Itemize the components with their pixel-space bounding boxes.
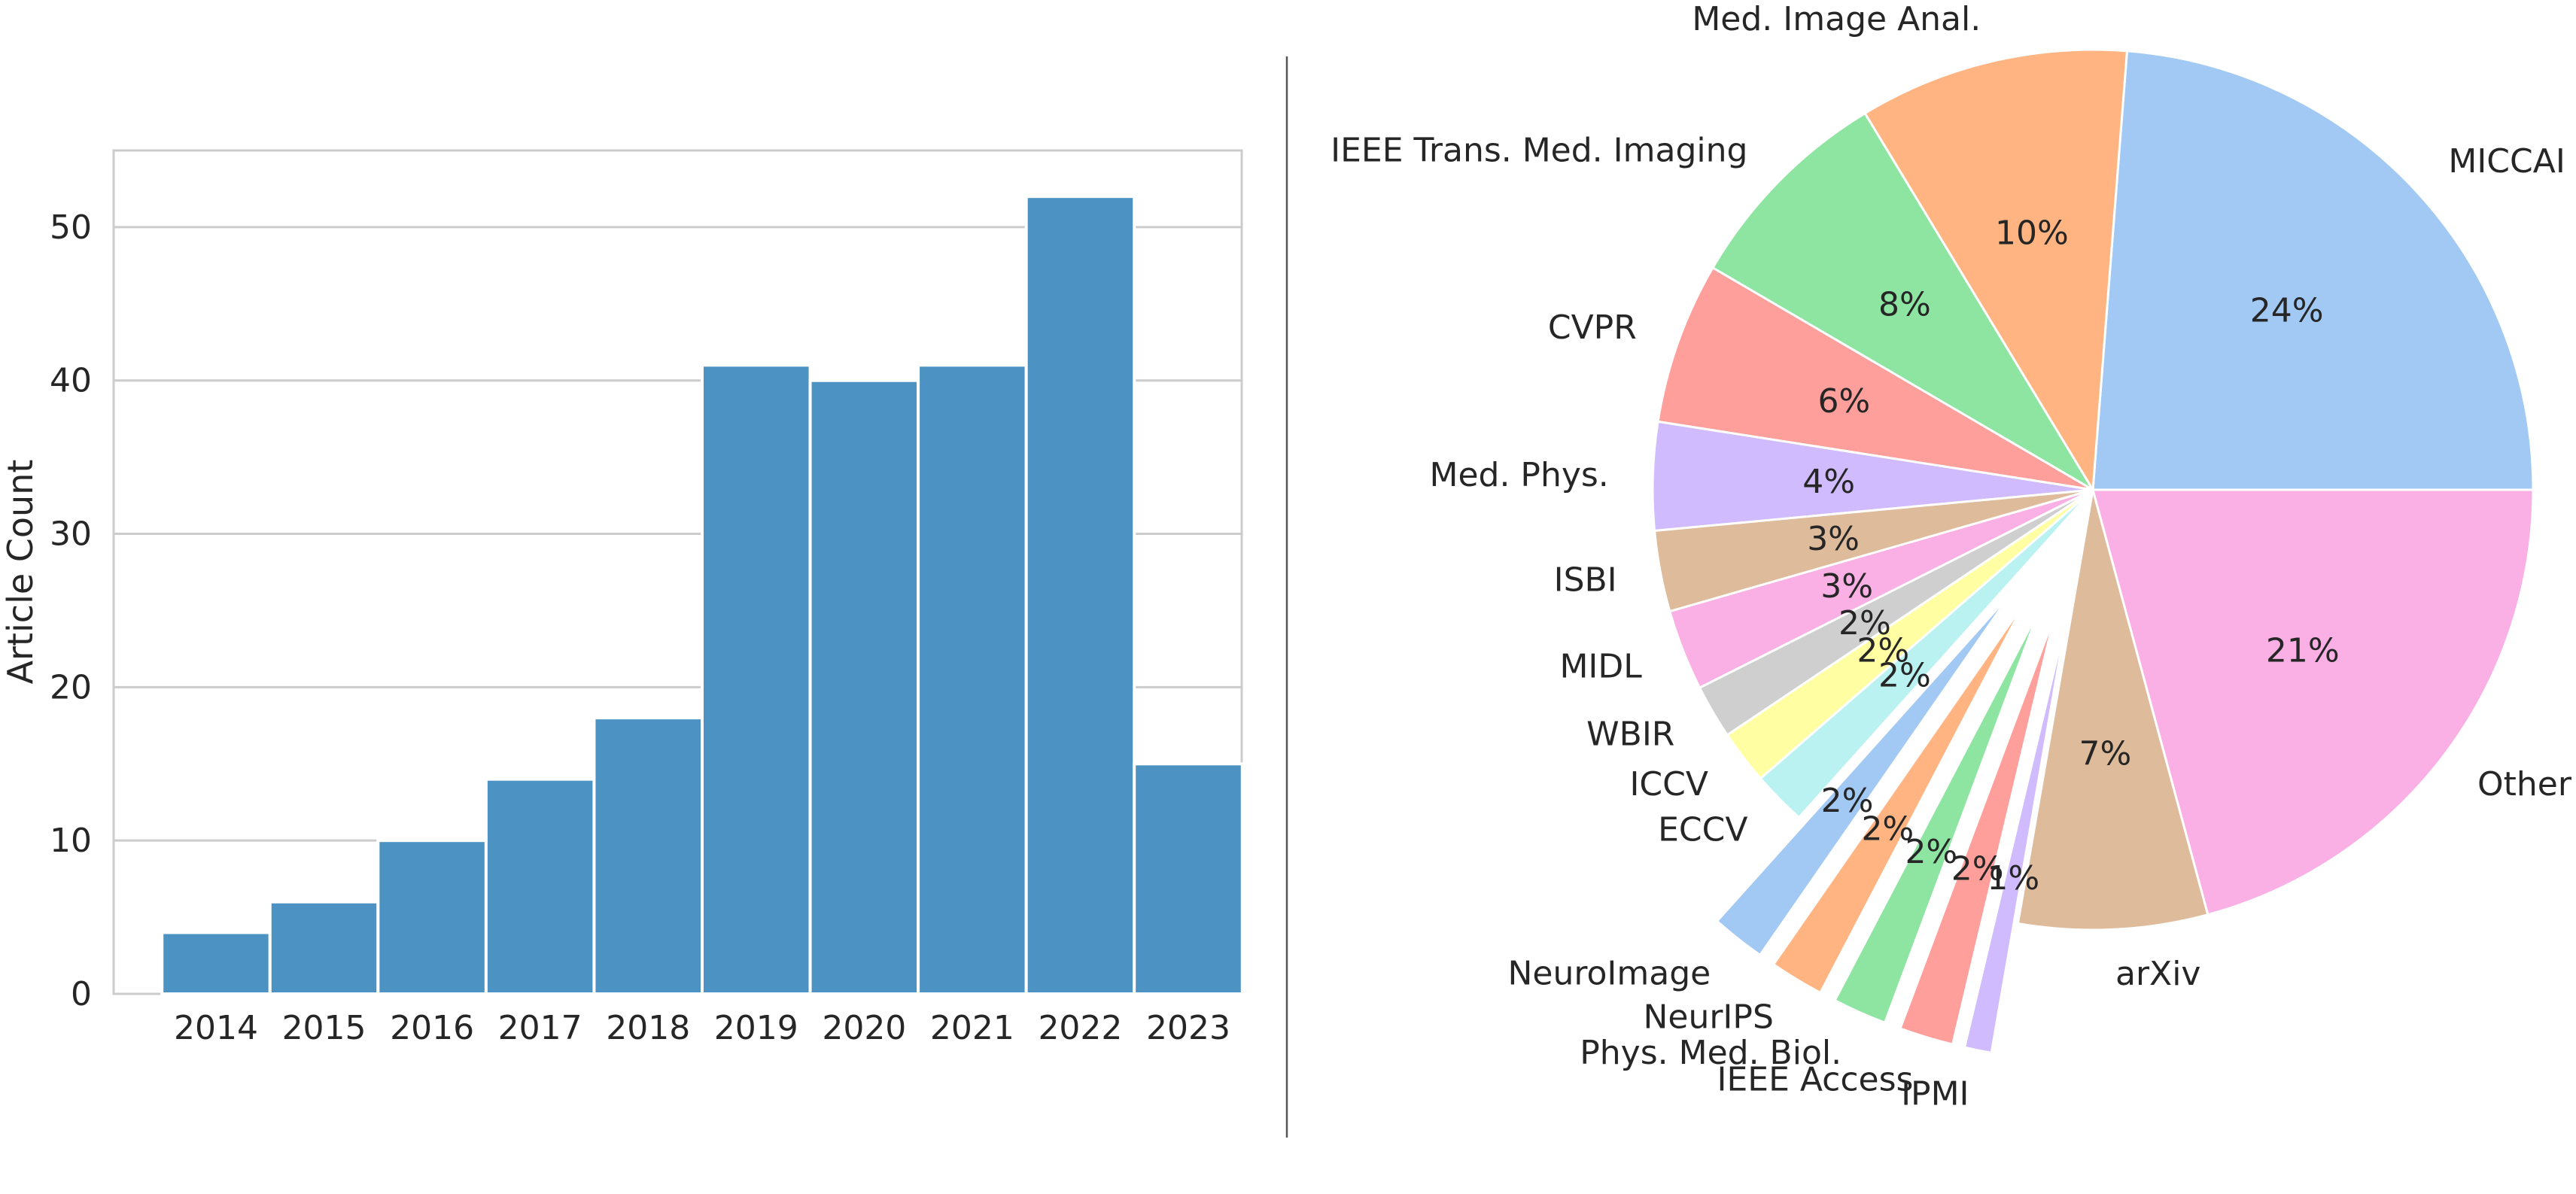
y-tick-label: 30 — [50, 515, 92, 554]
slice-label-cvpr: CVPR — [1548, 308, 1637, 347]
y-tick-label: 10 — [50, 822, 92, 860]
percent-label-med-image-anal: 10% — [1995, 214, 2069, 253]
slice-med-image-anal — [1863, 48, 2129, 494]
bar-2014 — [160, 931, 272, 996]
pie-percent-labels: 24%10%8%6%4%3%3%2%2%2%2%2%2%2%1%7%21% — [1802, 214, 2339, 898]
bar-2015 — [268, 900, 380, 996]
percent-label-neuroimage: 2% — [1821, 782, 1874, 820]
slice-other — [2091, 488, 2535, 916]
x-tick-label: 2016 — [390, 1009, 474, 1047]
x-tick-label: 2017 — [498, 1009, 582, 1047]
percent-label-neurips: 2% — [1861, 810, 1914, 848]
slice-neurips — [1772, 602, 2026, 995]
x-tick-label: 2018 — [606, 1009, 690, 1047]
x-tick-label: 2020 — [822, 1009, 906, 1047]
slice-label-isbi: ISBI — [1554, 561, 1617, 599]
percent-label-miccai: 24% — [2250, 292, 2324, 330]
bar-2018 — [592, 716, 704, 995]
slice-label-neurips: NeurIPS — [1643, 998, 1773, 1037]
slice-ieee-trans-med-imaging — [1711, 111, 2094, 491]
x-tick-label: 2023 — [1146, 1009, 1230, 1047]
y-tick-label: 40 — [50, 362, 92, 400]
percent-label-ieee-trans-med-imaging: 8% — [1878, 286, 1931, 324]
bar-2020 — [808, 378, 920, 995]
slice-label-med-image-anal: Med. Image Anal. — [1692, 0, 1981, 38]
slice-label-ieee-trans-med-imaging: IEEE Trans. Med. Imaging — [1331, 132, 1747, 170]
percent-label-iccv: 2% — [1857, 631, 1909, 670]
slice-label-phys-med-biol: Phys. Med. Biol. — [1580, 1034, 1842, 1072]
y-tick-label: 20 — [50, 668, 92, 706]
y-tick-label: 50 — [50, 208, 92, 247]
slice-neuroimage — [1715, 592, 2012, 957]
slice-ipmi — [1963, 618, 2068, 1055]
percent-label-isbi: 3% — [1807, 520, 1860, 558]
bar-2022 — [1024, 195, 1136, 995]
slice-label-other: Other — [2477, 765, 2572, 804]
percent-label-arxiv: 7% — [2079, 735, 2131, 773]
bar-2017 — [484, 777, 596, 995]
bar-chart-x-tick-labels: 2014 2015 2016 2017 2018 2019 2020 2021 2022 2023 — [174, 1009, 1230, 1047]
slice-label-midl: MIDL — [1559, 648, 1642, 686]
bar-chart: 0 10 20 30 40 50 2014 2015 2016 2017 2018 2019 2020… — [0, 149, 1244, 1047]
x-tick-label: 2014 — [174, 1009, 258, 1047]
percent-label-eccv: 2% — [1878, 656, 1931, 694]
bar-2016 — [376, 839, 488, 995]
percent-label-cvpr: 6% — [1817, 382, 1870, 421]
slice-arxiv — [2016, 489, 2210, 931]
slice-label-med-phys: Med. Phys. — [1429, 456, 1608, 494]
percent-label-midl: 3% — [1820, 567, 1873, 606]
slice-ieee-access — [1899, 615, 2056, 1046]
slice-label-eccv: ECCV — [1658, 810, 1747, 849]
slice-label-neuroimage: NeuroImage — [1507, 955, 1711, 993]
slice-label-arxiv: arXiv — [2115, 955, 2200, 993]
slice-label-iccv: ICCV — [1629, 765, 1708, 804]
bar-chart-y-tick-labels: 0 10 20 30 40 50 — [50, 208, 92, 1013]
bar-chart-bars — [160, 195, 1244, 996]
slice-label-wbir: WBIR — [1586, 715, 1674, 754]
x-tick-label: 2015 — [282, 1009, 366, 1047]
y-axis-title: Article Count — [0, 460, 41, 685]
pie-slices — [1651, 48, 2535, 1055]
pie-category-labels: MICCAI Med. Image Anal. IEEE Trans. Med. I… — [1331, 0, 2572, 1113]
slice-phys-med-biol — [1833, 609, 2040, 1025]
bar-2021 — [917, 363, 1028, 995]
slice-cvpr — [1656, 266, 2094, 491]
x-tick-label: 2021 — [930, 1009, 1014, 1047]
slice-label-ieee-access: IEEE Access — [1717, 1061, 1913, 1099]
slice-eccv — [1759, 488, 2094, 819]
percent-label-phys-med-biol: 2% — [1905, 833, 1957, 871]
percent-label-med-phys: 4% — [1802, 463, 1855, 501]
slice-label-ipmi: IPMI — [1901, 1074, 1969, 1113]
y-tick-label: 0 — [71, 975, 92, 1013]
pie-chart: 24%10%8%6%4%3%3%2%2%2%2%2%2%2%1%7%21% MI… — [1331, 0, 2572, 1113]
percent-label-ieee-access: 2% — [1951, 850, 2004, 889]
percent-label-ipmi: 1% — [1987, 859, 2039, 898]
bar-2023 — [1133, 762, 1244, 995]
percent-label-wbir: 2% — [1838, 604, 1891, 643]
slice-label-miccai: MICCAI — [2448, 142, 2565, 181]
bar-2019 — [701, 363, 812, 995]
x-tick-label: 2019 — [714, 1009, 798, 1047]
percent-label-other: 21% — [2266, 631, 2340, 670]
slice-miccai — [2091, 50, 2535, 491]
x-tick-label: 2022 — [1038, 1009, 1122, 1047]
